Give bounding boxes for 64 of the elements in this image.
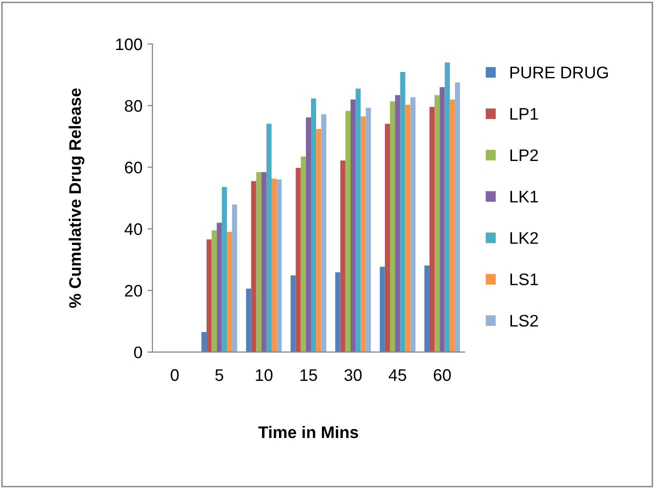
legend-label: LS1 [510,273,538,286]
bar [384,124,390,352]
y-tick-label: 60 [125,162,142,174]
legend-label: LP1 [510,108,538,120]
x-tick-label: 15 [300,369,318,381]
bar [216,222,222,352]
bar [232,204,238,352]
bar [266,124,272,352]
bar [222,186,227,352]
bar [296,168,301,352]
bar [410,97,416,352]
bar [434,95,440,352]
y-tick-label: 100 [116,38,142,50]
x-tick-label: 60 [434,369,451,381]
y-tick-label: 0 [134,346,142,358]
y-tick-label: 40 [124,223,142,236]
bar [306,117,312,352]
bar [395,95,400,352]
legend-label: LP2 [510,149,538,161]
bar [300,156,306,352]
bar [290,275,296,352]
x-axis-title: Time in Mins [258,426,358,438]
bar [251,181,256,352]
legend-label: LK1 [510,190,538,202]
bar [272,178,277,352]
bar [335,272,340,352]
bar [201,332,207,352]
bar [311,98,316,352]
bar [360,116,366,352]
y-axis-title: % Cumulative Drug Release [68,88,84,308]
y-tick-label: 80 [124,100,142,112]
bar [321,114,326,352]
x-tick-label: 10 [256,369,272,381]
bar [390,101,396,352]
x-tick-label: 30 [344,369,362,381]
bar [261,172,266,352]
bar [400,72,406,352]
x-tick-label: 5 [215,369,224,381]
bar [345,110,350,352]
bar [350,99,356,352]
legend-label: LK2 [510,232,538,244]
bar [256,172,262,352]
y-tick-label: 20 [125,284,142,297]
bar [450,99,455,352]
bar [380,266,385,352]
bar [429,106,435,352]
bar [444,62,450,352]
bar [454,82,460,352]
bar [226,232,232,352]
bar [246,288,252,352]
bar [366,108,371,352]
x-tick-label: 0 [170,369,179,381]
bar [356,88,361,352]
legend-label: LS2 [510,314,538,327]
bar [212,230,217,352]
bar [424,266,430,352]
bar [316,129,322,352]
bar [340,160,346,352]
bar [405,104,410,352]
legend-label: PURE DRUG [510,66,608,78]
bar [440,87,445,352]
bar [206,239,212,352]
x-tick-label: 45 [388,369,406,381]
bar [276,180,282,352]
